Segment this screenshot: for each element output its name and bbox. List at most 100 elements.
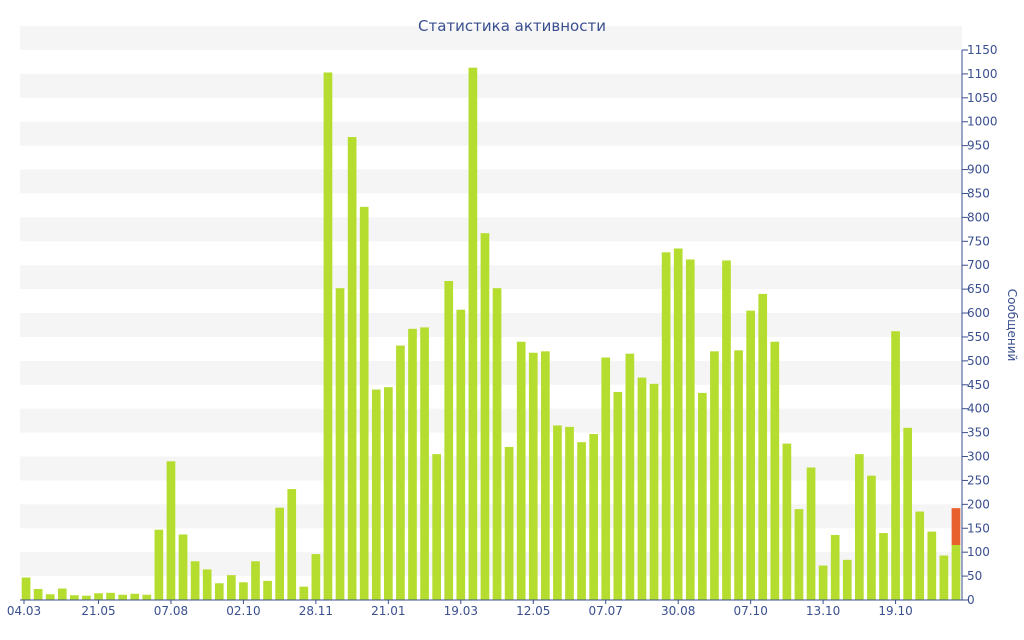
bar <box>130 593 140 600</box>
bar <box>154 529 164 600</box>
x-tick-label: 07.08 <box>154 604 188 618</box>
bar <box>383 387 393 600</box>
bar <box>565 426 574 600</box>
y-tick-label: 350 <box>967 426 990 440</box>
bar <box>287 489 297 600</box>
grid-band <box>20 73 962 98</box>
bar <box>601 357 611 600</box>
x-tick-label: 12.05 <box>516 604 550 618</box>
bar <box>299 586 309 600</box>
y-tick-label: 950 <box>967 139 990 153</box>
grid-band <box>20 26 962 50</box>
bar <box>915 511 925 600</box>
bar <box>830 534 840 600</box>
bar <box>577 442 586 600</box>
x-tick-label: 02.10 <box>226 604 260 618</box>
bar <box>903 427 913 600</box>
x-ticks: 04.03 21.05 07.08 02.10 28.11 21.01 19.03 12.05… <box>7 600 913 618</box>
bar <box>758 293 768 600</box>
bar <box>794 509 804 600</box>
bar <box>456 309 466 600</box>
x-tick-label: 30.08 <box>661 604 695 618</box>
bar <box>408 328 417 600</box>
bar <box>625 353 635 600</box>
bar-highlight <box>951 508 961 545</box>
bar <box>854 454 864 600</box>
bar <box>540 351 550 600</box>
bar <box>142 594 152 600</box>
x-tick-label: 28.11 <box>299 604 333 618</box>
bar <box>504 446 514 600</box>
bar <box>21 577 31 600</box>
bar <box>420 327 429 600</box>
y-axis-label: Сообщений <box>1005 289 1019 362</box>
bar <box>516 341 526 600</box>
y-tick-label: 400 <box>967 402 990 416</box>
bar <box>649 383 659 600</box>
bars <box>21 67 961 601</box>
chart-title: Статистика активности <box>418 17 606 35</box>
bar <box>746 310 756 600</box>
bar <box>528 352 538 600</box>
y-tick-label: 850 <box>967 186 990 200</box>
grid-band <box>20 169 962 194</box>
bar <box>939 555 949 600</box>
grid-band <box>20 360 962 385</box>
bar <box>589 434 599 600</box>
bar <box>770 341 780 600</box>
bar <box>57 588 67 600</box>
y-ticks: 0 50 100 150 200 250 300 350 400 450 500 550 600 650 7… <box>962 43 998 607</box>
bar <box>335 288 345 600</box>
bar <box>347 137 357 601</box>
bar <box>311 554 321 600</box>
bar <box>722 260 731 600</box>
y-tick-label: 650 <box>967 282 990 296</box>
bar <box>45 594 55 600</box>
y-tick-label: 300 <box>967 450 990 464</box>
bar <box>842 559 852 600</box>
y-tick-label: 1050 <box>967 91 998 105</box>
y-tick-label: 700 <box>967 258 990 272</box>
y-tick-label: 200 <box>967 497 990 511</box>
x-tick-label: 21.01 <box>371 604 405 618</box>
y-tick-label: 150 <box>967 521 990 535</box>
grid-band <box>20 121 962 146</box>
bar <box>782 443 792 600</box>
bar <box>685 259 695 600</box>
x-tick-label: 19.03 <box>444 604 478 618</box>
bar <box>697 392 707 600</box>
bar <box>178 534 188 600</box>
bar <box>613 391 623 600</box>
y-tick-label: 550 <box>967 330 990 344</box>
bar <box>927 531 937 600</box>
bar <box>951 545 961 600</box>
bar <box>323 72 333 600</box>
bar <box>166 461 176 600</box>
y-tick-label: 900 <box>967 163 990 177</box>
bar <box>190 561 200 600</box>
y-tick-label: 500 <box>967 354 990 368</box>
y-tick-label: 450 <box>967 378 990 392</box>
grid-bands <box>20 26 962 577</box>
x-tick-label: 07.10 <box>733 604 767 618</box>
bar <box>818 565 828 600</box>
bar <box>106 592 115 600</box>
x-tick-label: 21.05 <box>81 604 115 618</box>
bar <box>251 561 260 600</box>
bar <box>734 350 743 600</box>
bar <box>867 475 876 600</box>
bar <box>359 206 369 600</box>
bar <box>553 425 562 600</box>
bar <box>275 507 285 600</box>
bar <box>480 233 490 600</box>
y-tick-label: 250 <box>967 473 990 487</box>
bar <box>69 595 79 600</box>
bar <box>710 351 719 600</box>
bar <box>444 281 454 600</box>
bar <box>637 377 647 600</box>
bar <box>33 589 43 600</box>
bar <box>468 67 478 600</box>
y-tick-label: 50 <box>967 569 982 583</box>
x-tick-label: 19.10 <box>878 604 912 618</box>
